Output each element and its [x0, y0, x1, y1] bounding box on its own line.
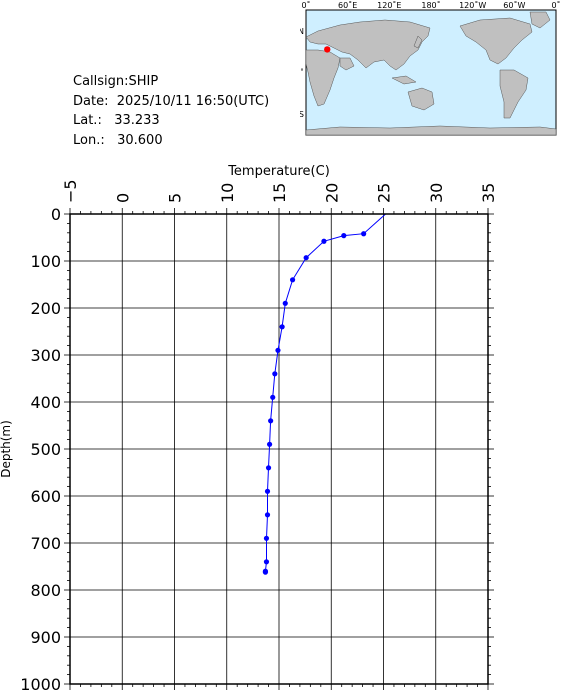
land-eurasia: [305, 19, 431, 71]
x-tick-label: 15: [270, 183, 289, 203]
profile-point: [282, 300, 288, 306]
profile-point: [361, 231, 367, 237]
y-tick-label: 600: [30, 487, 61, 506]
x-tick-labels: −5 0 5 10 15 20 25 30 35: [61, 179, 498, 203]
y-tick-label: 900: [30, 628, 61, 647]
land-antarctica: [305, 125, 557, 136]
y-tick-label: 700: [30, 534, 61, 553]
x-axis-label: Temperature(C): [227, 164, 330, 179]
map-lon-label: 120˚E: [377, 0, 401, 10]
profile-point: [268, 418, 274, 424]
land-north-america: [459, 17, 533, 65]
y-tick-label: 400: [30, 393, 61, 412]
land-indonesia: [391, 75, 417, 85]
profile-point: [263, 535, 270, 541]
x-tick-label: 30: [427, 183, 446, 203]
y-tick-label: 100: [30, 252, 61, 271]
land-south-america: [499, 69, 529, 119]
profile-point: [303, 255, 309, 261]
callsign-label: Callsign:SHIP: [73, 74, 159, 89]
map-lon-label: 60˚E: [338, 0, 357, 10]
land-japan: [413, 35, 423, 49]
land-africa: [305, 49, 341, 107]
y-tick-label: 300: [30, 346, 61, 365]
profile-point: [264, 488, 271, 494]
profile-point: [341, 233, 347, 239]
x-tick-label: 35: [479, 183, 498, 203]
temperature-profile-line: [264, 213, 386, 573]
profile-point: [289, 277, 296, 283]
chart-grid: [69, 213, 489, 685]
date-label: Date: 2025/10/11 16:50(UTC): [73, 93, 270, 109]
x-tick-label: 0: [113, 193, 132, 203]
profile-point: [275, 347, 281, 353]
profile-point: [263, 559, 270, 565]
profile-point: [321, 238, 327, 244]
y-axis-label: Depth(m): [0, 420, 13, 478]
x-tick-label: 5: [166, 193, 185, 203]
y-tick-label: 0: [51, 205, 61, 224]
x-tick-label: 20: [322, 183, 341, 203]
latitude-label: Lat.: 33.233: [73, 113, 160, 128]
map-lon-label: 120˚W: [459, 0, 486, 10]
x-tick-label: 10: [218, 183, 237, 203]
profile-point: [272, 371, 278, 377]
x-tick-label: 25: [375, 183, 394, 203]
profile-point: [265, 465, 272, 471]
land-australia: [407, 87, 435, 111]
plot-frame: [69, 213, 489, 685]
station-info: Callsign:SHIP Date: 2025/10/11 16:50(UTC…: [73, 72, 269, 150]
profile-point: [266, 441, 273, 447]
map-land: [305, 11, 557, 136]
y-tick-label: 500: [30, 440, 61, 459]
y-tick-label: 800: [30, 581, 61, 600]
map-lon-label: 60˚W: [503, 0, 525, 10]
temperature-profile-points: [262, 231, 367, 575]
y-tick-label: 1000: [20, 675, 61, 690]
station-marker: [324, 46, 331, 53]
land-greenland: [529, 11, 551, 29]
map-lon-label: 0˚: [551, 0, 560, 10]
profile-point: [262, 569, 269, 575]
map-lon-label: 180˚: [421, 0, 440, 10]
y-tick-label: 200: [30, 299, 61, 318]
profile-point: [264, 512, 271, 518]
profile-point: [270, 394, 276, 400]
y-tick-labels: 0 100 200 300 400 500 600 700 800 900 1000: [20, 205, 61, 690]
map-lon-label: 0˚: [301, 0, 310, 10]
x-tick-label: −5: [61, 179, 80, 203]
map-lat-label: 0˚: [300, 68, 304, 78]
longitude-label: Lon.: 30.600: [73, 132, 163, 148]
land-arabia: [339, 57, 355, 71]
profile-point: [279, 324, 285, 330]
